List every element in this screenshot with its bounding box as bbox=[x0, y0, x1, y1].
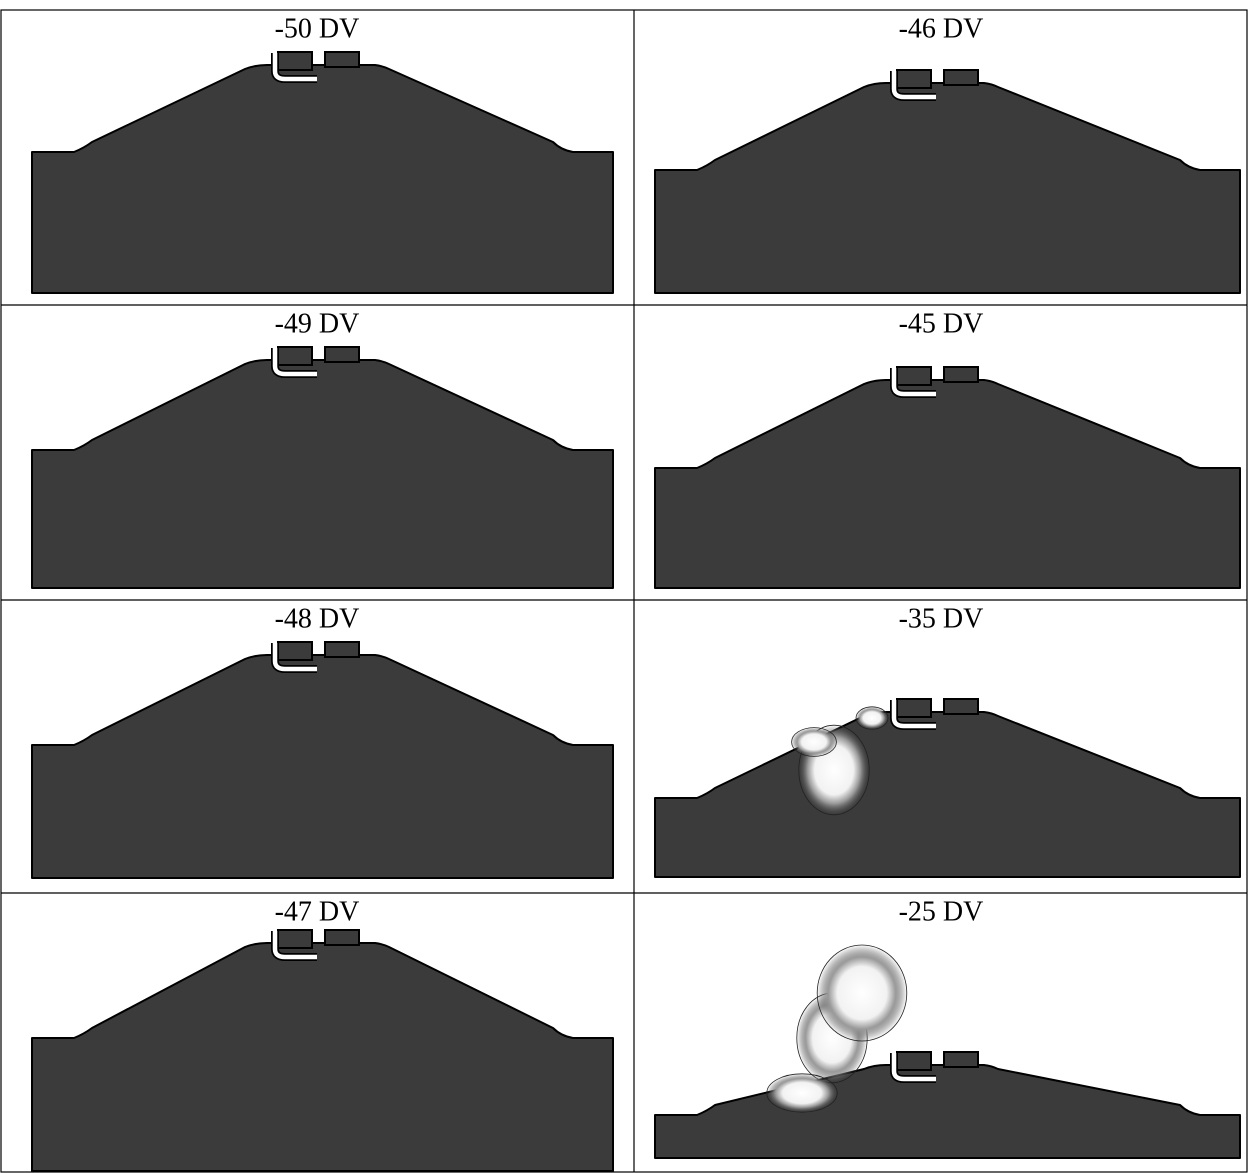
nozzle-block bbox=[896, 1051, 932, 1071]
domain-shape bbox=[654, 379, 1241, 589]
nozzle-channel bbox=[272, 643, 317, 672]
nozzle-block bbox=[943, 698, 979, 715]
nozzle-block bbox=[324, 51, 360, 68]
domain-shape bbox=[31, 359, 614, 589]
plume bbox=[855, 706, 889, 730]
domain-shape bbox=[31, 654, 614, 879]
panel: -50 DV bbox=[31, 13, 614, 294]
panel-label: -46 DV bbox=[899, 13, 984, 44]
domain-shape bbox=[31, 64, 614, 294]
nozzle-block bbox=[943, 366, 979, 383]
table-lines bbox=[0, 9, 1248, 1173]
nozzle-channel bbox=[272, 931, 317, 960]
nozzle-block bbox=[277, 929, 313, 949]
plume bbox=[816, 944, 908, 1042]
panel-label: -45 DV bbox=[899, 308, 984, 339]
panel: -35 DV bbox=[654, 603, 1241, 878]
nozzle-block bbox=[277, 641, 313, 661]
panel-label: -25 DV bbox=[899, 896, 984, 927]
nozzle-channel bbox=[272, 348, 317, 377]
nozzle-block bbox=[324, 641, 360, 658]
nozzle-channel bbox=[272, 53, 317, 82]
panel-label: -47 DV bbox=[275, 896, 360, 927]
nozzle-channel bbox=[891, 700, 936, 729]
panel-label: -50 DV bbox=[275, 13, 360, 44]
panel: -45 DV bbox=[654, 308, 1241, 589]
domain-shape bbox=[654, 711, 1241, 878]
domain-shape bbox=[31, 942, 614, 1172]
panel-label: -48 DV bbox=[275, 603, 360, 634]
plume bbox=[791, 727, 837, 757]
domain-shape bbox=[654, 82, 1241, 294]
panel: -49 DV bbox=[31, 308, 614, 589]
nozzle-channel bbox=[891, 71, 936, 100]
nozzle-block bbox=[943, 1051, 979, 1068]
plume bbox=[766, 1073, 838, 1113]
nozzle-channel bbox=[891, 368, 936, 397]
panel: -48 DV bbox=[31, 603, 614, 879]
panel-label: -49 DV bbox=[275, 308, 360, 339]
panel: -47 DV bbox=[31, 896, 614, 1172]
nozzle-block bbox=[896, 698, 932, 718]
nozzle-block bbox=[896, 366, 932, 386]
nozzle-block bbox=[943, 69, 979, 86]
nozzle-block bbox=[324, 346, 360, 363]
nozzle-block bbox=[324, 929, 360, 946]
panel: -46 DV bbox=[654, 13, 1241, 294]
domain-shape bbox=[654, 1064, 1241, 1159]
nozzle-block bbox=[277, 346, 313, 366]
nozzle-channel bbox=[891, 1053, 936, 1082]
panel-label: -35 DV bbox=[899, 603, 984, 634]
panel: -25 DV bbox=[654, 896, 1241, 1159]
nozzle-block bbox=[277, 51, 313, 71]
nozzle-block bbox=[896, 69, 932, 89]
